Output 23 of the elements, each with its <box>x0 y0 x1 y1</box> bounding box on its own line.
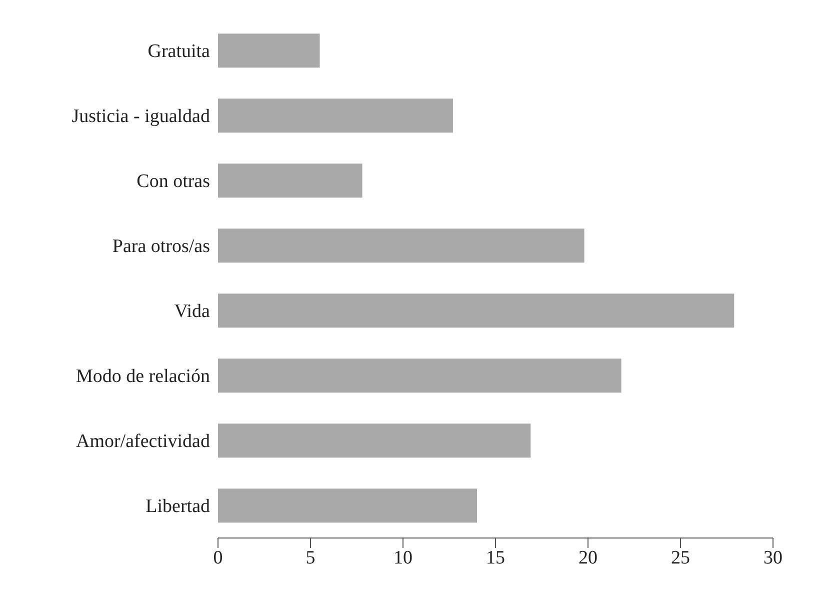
y-tick-label: Amor/afectividad <box>76 431 210 452</box>
y-tick-label: Vida <box>174 301 211 322</box>
bar <box>218 164 362 198</box>
x-tick-label: 0 <box>213 547 223 568</box>
bar <box>218 358 622 393</box>
bar <box>218 488 477 523</box>
bar <box>218 424 531 458</box>
bar <box>218 294 734 328</box>
y-tick-label: Modo de relación <box>76 366 210 388</box>
x-tick-label: 20 <box>578 547 598 568</box>
x-tick-label: 10 <box>394 547 412 568</box>
bar <box>218 34 320 68</box>
y-tick-label: Justicia - igualdad <box>72 106 210 128</box>
y-tick-label: Con otras <box>136 171 210 192</box>
x-tick-label: 30 <box>764 547 782 568</box>
x-tick-label: 25 <box>671 547 690 568</box>
bar <box>218 228 584 263</box>
bar <box>218 98 453 133</box>
y-tick-label: Para otros/as <box>112 236 210 258</box>
x-tick-label: 5 <box>306 547 316 568</box>
x-tick-label: 15 <box>486 547 505 568</box>
y-tick-label: Gratuita <box>148 41 211 62</box>
y-tick-label: Libertad <box>146 496 210 518</box>
